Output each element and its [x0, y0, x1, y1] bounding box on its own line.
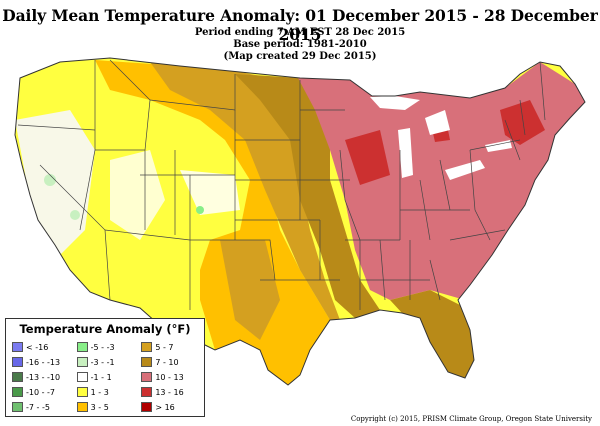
legend-swatch [76, 342, 88, 352]
legend-label: -5 - -3 [90, 342, 115, 352]
legend-item: -5 - -3 [76, 341, 140, 353]
legend-label: -13 - -10 [26, 372, 61, 382]
legend-item: 1 - 3 [76, 386, 140, 398]
period-ending: Period ending 7 AM EST 28 Dec 2015 [194, 27, 406, 38]
legend-label: 1 - 3 [90, 387, 109, 397]
legend-label: -3 - -1 [90, 357, 115, 367]
legend-swatch [141, 342, 153, 352]
legend-swatch [76, 357, 88, 367]
legend-label: -10 - -7 [26, 387, 56, 397]
map-created: (Map created 29 Dec 2015) [223, 51, 377, 62]
legend-label: > 16 [155, 402, 175, 412]
legend-swatch [12, 387, 23, 397]
legend-label: -1 - 1 [90, 372, 112, 382]
legend-item: -10 - -7 [12, 386, 75, 398]
legend-swatch [12, 357, 23, 367]
legend-swatch [141, 357, 153, 367]
legend-label: 3 - 5 [90, 402, 109, 412]
legend-swatch [12, 372, 23, 382]
base-period: Base period: 1981-2010 [233, 39, 367, 50]
legend-label: 5 - 7 [155, 342, 174, 352]
map-title: Daily Mean Temperature Anomaly: 01 Decem… [2, 6, 598, 44]
copyright: Copyright (c) 2015, PRISM Climate Group,… [350, 415, 592, 423]
legend-item: 5 - 7 [141, 341, 204, 353]
legend-item: -7 - -5 [12, 401, 75, 413]
legend-grid: < -16 -5 - -3 5 - 7 -16 - -13 -3 - -1 7 - 10 -… [6, 341, 204, 413]
legend-swatch [141, 387, 153, 397]
legend-title: Temperature Anomaly (°F) [19, 322, 191, 336]
legend-label: 7 - 10 [155, 357, 179, 367]
legend-swatch [76, 402, 88, 412]
legend-swatch [76, 387, 88, 397]
legend-item: -1 - 1 [76, 371, 140, 383]
legend-swatch [141, 402, 153, 412]
legend-item: -13 - -10 [12, 371, 75, 383]
legend-label: -7 - -5 [26, 402, 50, 412]
legend-swatch [12, 342, 23, 352]
legend-label: < -16 [26, 342, 49, 352]
legend-item: 10 - 13 [141, 371, 204, 383]
legend-item: -16 - -13 [12, 356, 75, 368]
legend-label: 13 - 16 [155, 387, 184, 397]
legend-label: 10 - 13 [155, 372, 184, 382]
legend-item: 13 - 16 [141, 386, 204, 398]
legend-swatch [141, 372, 153, 382]
legend-item: 3 - 5 [76, 401, 140, 413]
legend-item: < -16 [12, 341, 75, 353]
legend-swatch [12, 402, 23, 412]
legend: Temperature Anomaly (°F) < -16 -5 - -3 5 -… [5, 318, 205, 417]
legend-item: -3 - -1 [76, 356, 140, 368]
legend-item: 7 - 10 [141, 356, 204, 368]
legend-swatch [76, 372, 88, 382]
legend-item: > 16 [141, 401, 204, 413]
legend-label: -16 - -13 [26, 357, 61, 367]
